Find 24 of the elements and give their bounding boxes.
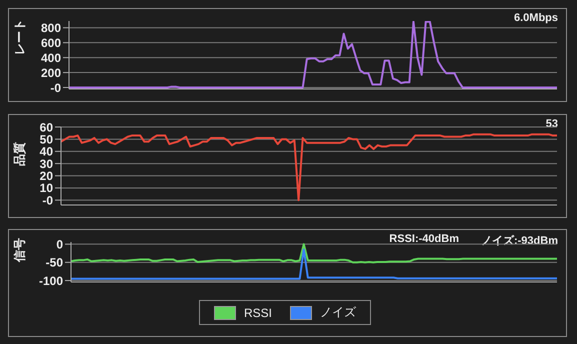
y-tick-label: 10: [40, 181, 54, 196]
y-tick-label: 30: [40, 156, 54, 171]
y-tick-label: 20: [40, 169, 54, 184]
y-tick-label: 600: [40, 36, 62, 50]
y-axis-title: 信号: [12, 238, 26, 263]
y-tick-label: 800: [40, 20, 62, 35]
y-tick-label: 0: [56, 237, 64, 252]
y-axis-title: 品質: [12, 142, 26, 166]
y-tick-label: -0: [50, 80, 62, 95]
annotation: 6.0Mbps: [514, 12, 558, 24]
annotation: RSSI:-40dBm: [389, 233, 459, 247]
y-tick-label: 60: [40, 120, 54, 134]
y-tick-label: 40: [40, 144, 54, 159]
y-axis-title: レート: [12, 19, 26, 55]
line-series: [60, 133, 558, 202]
y-tick-label: -100: [38, 274, 64, 288]
y-tick-label: -0: [42, 193, 54, 208]
y-tick-label: -50: [46, 256, 64, 270]
legend-label: ノイズ: [320, 304, 356, 321]
y-tick-label: 200: [40, 66, 62, 80]
line-series: [70, 248, 558, 280]
y-tick-label: 50: [40, 132, 54, 146]
y-tick-label: 400: [40, 50, 62, 65]
legend-label: RSSI: [244, 306, 272, 320]
